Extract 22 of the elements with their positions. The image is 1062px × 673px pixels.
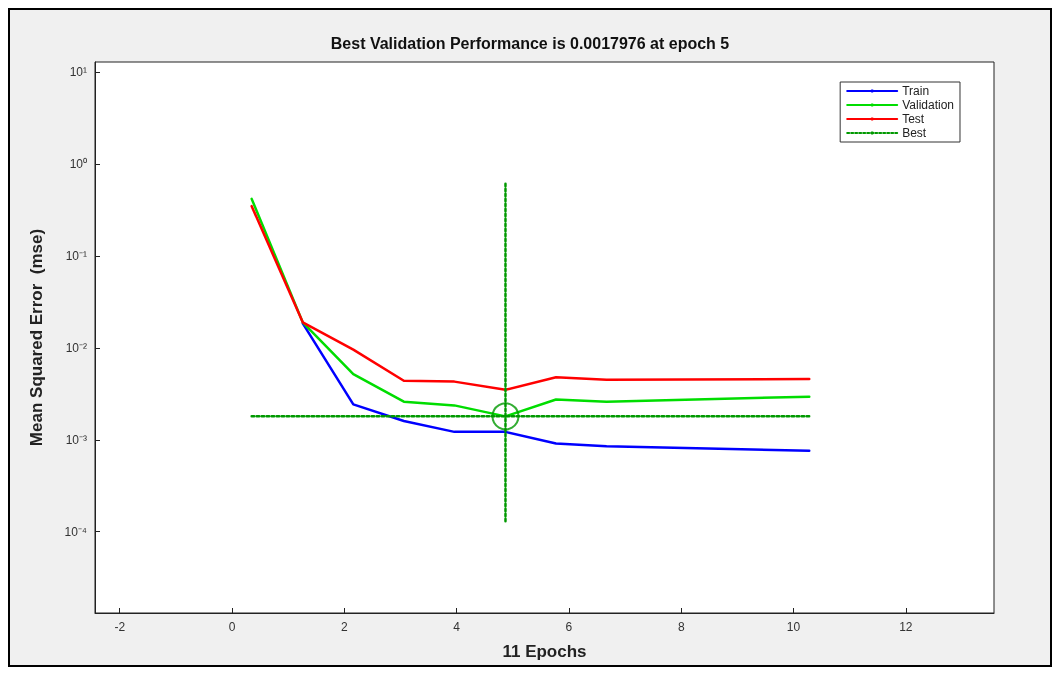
- x-axis-title: 11 Epochs: [502, 642, 587, 661]
- x-tick-label: 2: [340, 620, 348, 634]
- y-tick-label: 10¹: [69, 65, 87, 80]
- legend-label: Validation: [902, 98, 955, 112]
- chart-title: Best Validation Performance is 0.0017976 at epoch 5: [330, 34, 730, 52]
- x-tick-label: -2: [114, 620, 126, 634]
- y-axis-title: Mean Squared Error (mse): [27, 228, 46, 447]
- x-tick-label: 12: [899, 620, 913, 634]
- x-tick-label: 8: [677, 620, 685, 634]
- line-series: [301, 322, 811, 452]
- y-tick-label: 10⁻²: [65, 340, 87, 355]
- x-tick-label: 4: [453, 620, 461, 634]
- y-tick-label: 10⁰: [69, 157, 87, 172]
- legend-label: Test: [902, 112, 925, 126]
- x-tick-label: 6: [565, 620, 573, 634]
- y-tick-label: 10⁻⁴: [64, 524, 87, 539]
- legend-label: Best: [902, 126, 927, 140]
- y-tick-label: 10⁻³: [65, 432, 87, 447]
- legend-label: Train: [902, 84, 930, 98]
- y-tick-label: 10⁻¹: [65, 249, 87, 264]
- x-tick-label: 10: [786, 620, 801, 634]
- x-tick-label: 0: [228, 620, 236, 634]
